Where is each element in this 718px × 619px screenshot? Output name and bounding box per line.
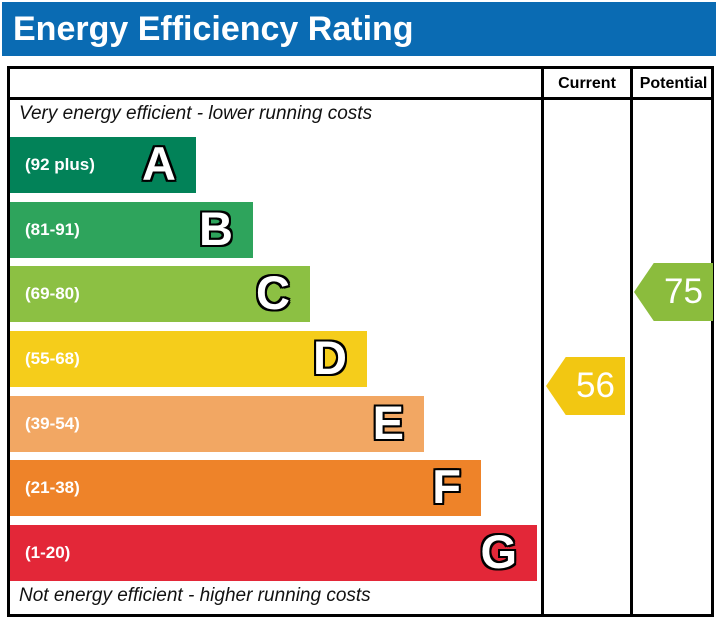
- current-column-divider: [541, 69, 544, 614]
- band-d-letter: D: [313, 331, 347, 384]
- band-e-range-label: (39-54): [25, 414, 80, 433]
- header-divider: [10, 97, 711, 100]
- band-e-letter: E: [372, 396, 404, 449]
- band-a: (92 plus) A: [10, 137, 196, 193]
- title-bar: Energy Efficiency Rating: [2, 2, 716, 56]
- band-b-range-label: (81-91): [25, 220, 80, 239]
- potential-rating-value: 75: [664, 272, 703, 311]
- band-c: (69-80) C: [10, 266, 310, 322]
- band-g-letter: G: [480, 525, 517, 578]
- band-a-letter: A: [142, 137, 176, 190]
- band-f-range-label: (21-38): [25, 478, 80, 497]
- band-f: (21-38) F: [10, 460, 481, 516]
- potential-column-divider: [630, 69, 633, 614]
- band-a-range-label: (92 plus): [25, 155, 95, 174]
- band-b-letter: B: [199, 202, 233, 255]
- bottom-note: Not energy efficient - higher running co…: [19, 585, 371, 606]
- potential-column-header: Potential: [639, 75, 708, 92]
- page-title: Energy Efficiency Rating: [13, 10, 414, 48]
- band-b: (81-91) B: [10, 202, 253, 258]
- band-c-letter: C: [256, 266, 290, 319]
- band-d: (55-68) D: [10, 331, 367, 387]
- band-g-range-label: (1-20): [25, 543, 71, 562]
- rating-table: Current Potential Very energy efficient …: [7, 66, 714, 617]
- band-g: (1-20) G: [10, 525, 537, 581]
- band-f-letter: F: [432, 460, 461, 513]
- current-rating-arrow: 56: [546, 357, 625, 415]
- band-c-range-label: (69-80): [25, 284, 80, 303]
- top-note: Very energy efficient - lower running co…: [19, 103, 373, 124]
- potential-rating-arrow: 75: [634, 263, 713, 321]
- band-e: (39-54) E: [10, 396, 424, 452]
- band-d-range-label: (55-68): [25, 349, 80, 368]
- current-column-header: Current: [558, 75, 616, 92]
- current-rating-value: 56: [576, 366, 615, 405]
